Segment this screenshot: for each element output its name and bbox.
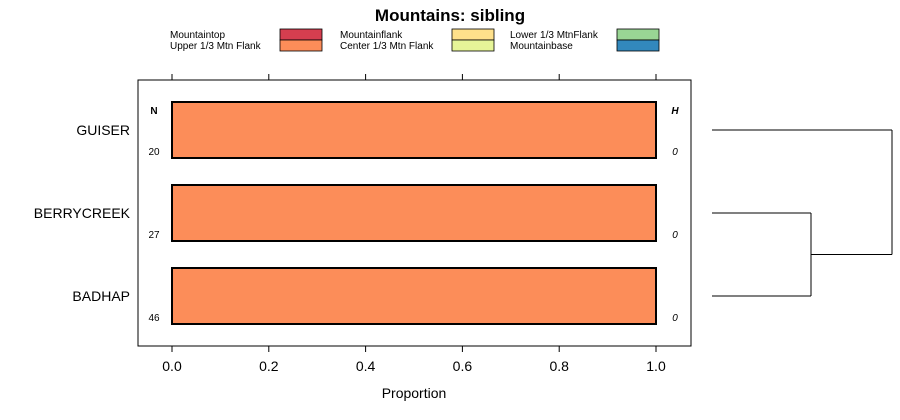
bars [171,101,657,325]
legend-swatch [616,28,660,41]
legend-label: Mountainbase [510,41,573,52]
legend-label: Mountainflank [340,30,403,41]
h-header: H [671,106,679,117]
x-tick-label: 0.4 [356,358,376,374]
x-tick-label: 1.0 [646,358,666,374]
n-h-annotations: N H 20 0 27 0 46 0 [148,106,679,324]
x-axis: 0.0 0.2 0.4 0.6 0.8 1.0 [162,74,666,374]
bar-outline [171,101,657,159]
dendrogram [712,129,893,297]
bar-segment [172,102,656,158]
legend-label: Upper 1/3 Mtn Flank [170,41,262,52]
h-value: 0 [672,147,678,158]
x-tick-label: 0.2 [259,358,279,374]
legend-label: Center 1/3 Mtn Flank [340,41,434,52]
h-value: 0 [672,313,678,324]
bar-segment [172,268,656,324]
x-tick-label: 0.8 [549,358,569,374]
category-labels: GUISER BERRYCREEK BADHAP [34,122,131,304]
n-value: 27 [148,230,160,241]
legend-swatch [451,39,495,52]
bar-segment [172,185,656,241]
legend-swatch [616,39,660,52]
legend-label: Lower 1/3 MtnFlank [510,30,599,41]
bar-outline [171,267,657,325]
bar-outline [171,184,657,242]
legend-label: Mountaintop [170,30,225,41]
x-tick-label: 0.6 [453,358,473,374]
n-value: 20 [148,147,160,158]
x-axis-title: Proportion [382,385,447,401]
legend-swatch [279,39,323,52]
category-label: GUISER [76,122,130,138]
h-value: 0 [672,230,678,241]
n-header: N [150,106,157,117]
category-label: BERRYCREEK [34,205,131,221]
x-tick-label: 0.0 [162,358,182,374]
legend-swatch [279,28,323,41]
plot-frame [137,79,692,347]
legend-swatch [451,28,495,41]
category-label: BADHAP [72,288,130,304]
chart-title: Mountains: sibling [375,6,525,25]
n-value: 46 [148,313,160,324]
